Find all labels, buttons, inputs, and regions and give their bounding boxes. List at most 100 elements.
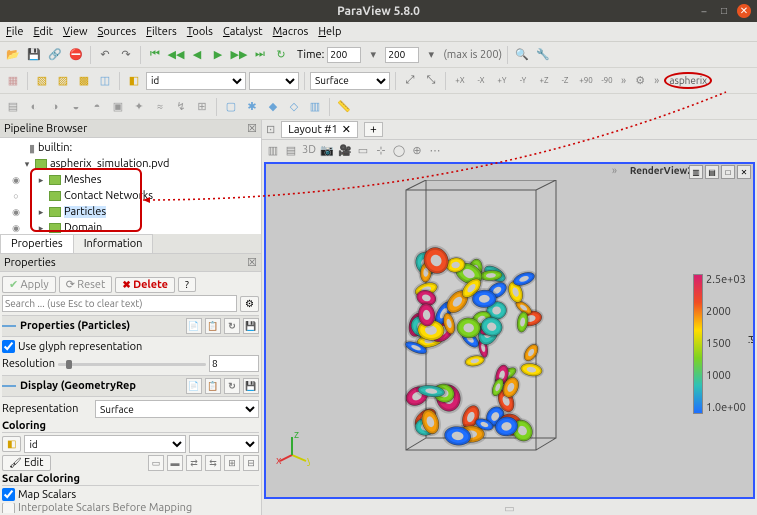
sel3-icon[interactable]: ◆ (264, 98, 282, 116)
menu-sources[interactable]: Sources (98, 26, 137, 38)
axis-pz-button[interactable]: +Z (535, 76, 553, 85)
plugin-manager-icon[interactable]: ⚙ (631, 72, 649, 90)
dsection-reset-icon[interactable]: ↻ (224, 378, 240, 394)
ruler-icon[interactable]: 📏 (335, 98, 353, 116)
contour-icon[interactable]: ◐ (25, 98, 43, 116)
vp-split-h-icon[interactable]: ▥ (266, 144, 280, 157)
representation-select[interactable]: Surface (95, 400, 259, 418)
first-frame-icon[interactable]: ⏮ (146, 46, 164, 64)
menu-filters[interactable]: Filters (146, 26, 177, 38)
vp-pick-icon[interactable]: ⊹ (374, 144, 388, 157)
play-back-icon[interactable]: ◀ (188, 46, 206, 64)
cube4-icon[interactable]: ◫ (96, 72, 114, 90)
close-button[interactable]: ✕ (737, 4, 751, 18)
menu-tools[interactable]: Tools (187, 26, 213, 38)
dsection-copy-icon[interactable]: 📋 (205, 378, 221, 394)
help-button[interactable]: ? (178, 277, 196, 292)
coloring-comp-select[interactable] (189, 435, 259, 453)
map-scalars-checkbox[interactable] (2, 488, 15, 501)
menu-edit[interactable]: Edit (33, 26, 53, 38)
cm3-icon[interactable]: ⇄ (186, 455, 202, 471)
vp-3d-label[interactable]: 3D (302, 144, 316, 156)
menu-catalyst[interactable]: Catalyst (223, 26, 263, 38)
properties-close-icon[interactable]: ☒ (247, 256, 257, 269)
render-view[interactable]: » RenderView2 ▥ ▤ □ ✕ (264, 162, 755, 499)
section-reset-icon[interactable]: ↻ (224, 318, 240, 334)
cm4-icon[interactable]: ⇆ (205, 455, 221, 471)
section-copy-icon[interactable]: 📋 (205, 318, 221, 334)
properties-section[interactable]: Properties (Particles) 📄 📋 ↻ 💾 (2, 315, 259, 337)
tree-simulation[interactable]: ▾ aspherix_simulation.pvd (0, 156, 261, 172)
menu-file[interactable]: File (6, 26, 23, 38)
layout-tab[interactable]: Layout #1 ✕ (281, 121, 358, 138)
axis-ny-button[interactable]: -Y (514, 76, 532, 85)
tree-item-particles[interactable]: ◉▸ Particles (0, 204, 261, 220)
sel2-icon[interactable]: ✱ (243, 98, 261, 116)
search-settings-icon[interactable]: ⚙ (240, 296, 259, 312)
tab-information[interactable]: Information (73, 234, 154, 253)
resolution-value-input[interactable] (209, 355, 259, 372)
time-end-input[interactable] (385, 47, 419, 63)
resolution-slider-thumb[interactable] (66, 360, 72, 369)
cm5-icon[interactable]: ⊞ (224, 455, 240, 471)
section-save-icon[interactable]: 💾 (243, 318, 259, 334)
edit-colormap-button[interactable]: 🖌 Edit (2, 455, 51, 471)
warp-icon[interactable]: ↯ (172, 98, 190, 116)
axis-nx-button[interactable]: -X (472, 76, 490, 85)
vector-component-select[interactable] (249, 72, 299, 90)
rv-max-icon[interactable]: □ (721, 165, 735, 179)
camera-zoom-icon[interactable]: ⤡ (422, 72, 440, 90)
redo-icon[interactable]: ↷ (117, 46, 135, 64)
vp-more-icon[interactable]: ⋯ (428, 144, 442, 157)
undo-icon[interactable]: ↶ (96, 46, 114, 64)
collapse-left-icon[interactable]: ⊡ (266, 123, 275, 136)
time-end-stepper-icon[interactable]: ▾ (422, 46, 440, 64)
group-icon[interactable]: ⊞ (193, 98, 211, 116)
rv-splith-icon[interactable]: ▥ (689, 165, 703, 179)
interpolate-checkbox[interactable] (2, 503, 15, 513)
dsection-doc-icon[interactable]: 📄 (186, 378, 202, 394)
apply-button[interactable]: ✔ Apply (2, 276, 56, 293)
minimize-button[interactable]: – (697, 4, 711, 18)
axis-rn90-button[interactable]: -90 (598, 76, 616, 85)
time-current-input[interactable] (327, 47, 361, 63)
last-frame-icon[interactable]: ⏭ (251, 46, 269, 64)
pipeline-tree[interactable]: ▮ builtin: ▾ aspherix_simulation.pvd ◉▸ … (0, 138, 261, 234)
reset-button[interactable]: ⟳ Reset (59, 276, 113, 293)
aspherix-plugin-button[interactable]: aspherix (664, 72, 712, 89)
next-frame-icon[interactable]: ▶▶ (230, 46, 248, 64)
cm2-icon[interactable]: ▬ (167, 455, 183, 471)
rv-close-icon[interactable]: ✕ (737, 165, 751, 179)
color-cube-icon[interactable]: ◧ (2, 436, 21, 452)
layout-close-icon[interactable]: ✕ (342, 123, 351, 136)
tree-item-networks[interactable]: ○ Contact Networks (0, 188, 261, 204)
axis-px-button[interactable]: +X (451, 76, 469, 85)
coloring-array-select[interactable]: id (24, 435, 186, 453)
pipeline-close-icon[interactable]: ☒ (247, 122, 257, 135)
glyph-icon[interactable]: ✦ (130, 98, 148, 116)
orientation-axes[interactable]: y x z (274, 431, 310, 467)
sel1-icon[interactable]: ▢ (222, 98, 240, 116)
tree-builtin[interactable]: ▮ builtin: (0, 140, 261, 156)
calculator-icon[interactable]: ▤ (4, 98, 22, 116)
menu-help[interactable]: Help (318, 26, 341, 38)
axis-nz-button[interactable]: -Z (556, 76, 574, 85)
wireframe-icon[interactable]: ▦ (4, 72, 22, 90)
add-layout-button[interactable]: + (364, 122, 383, 137)
vp-lasso-icon[interactable]: ◯ (392, 144, 406, 157)
glyph-checkbox[interactable] (2, 340, 15, 353)
rv-more-chevron[interactable]: » (612, 165, 617, 177)
menu-view[interactable]: View (63, 26, 88, 38)
camera-reset-icon[interactable]: ⤢ (401, 72, 419, 90)
sel4-icon[interactable]: ◇ (285, 98, 303, 116)
vp-zoom-icon[interactable]: ⊕ (410, 144, 424, 157)
color-array-select[interactable]: id (146, 72, 246, 90)
representation-top-select[interactable]: Surface (310, 72, 390, 90)
clip-icon[interactable]: ◑ (46, 98, 64, 116)
axis-py-button[interactable]: +Y (493, 76, 511, 85)
open-icon[interactable]: 📂 (4, 46, 22, 64)
more-chevron-icon[interactable]: » (621, 75, 626, 87)
tree-item-meshes[interactable]: ◉▸ Meshes (0, 172, 261, 188)
vp-cam2-icon[interactable]: 🎥 (338, 144, 352, 157)
cube1-icon[interactable]: ▧ (33, 72, 51, 90)
